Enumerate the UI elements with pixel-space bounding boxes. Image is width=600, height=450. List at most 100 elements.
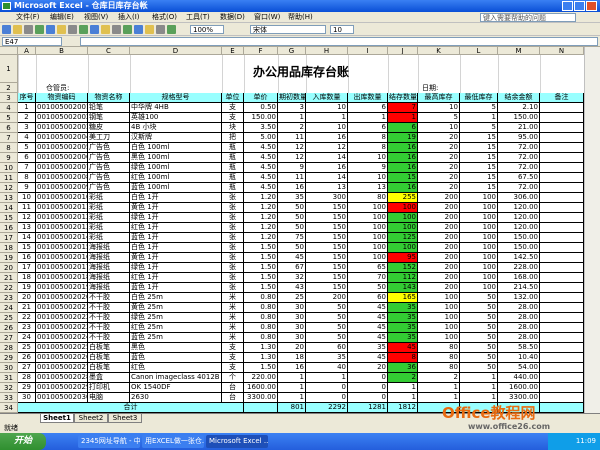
table-cell[interactable]: [540, 223, 584, 233]
table-cell[interactable]: 001005002002: [36, 113, 88, 123]
table-cell[interactable]: 1.50: [244, 253, 278, 263]
table-cell[interactable]: 黑色 100ml: [130, 153, 222, 163]
table-cell[interactable]: 9: [278, 163, 306, 173]
menu-item[interactable]: 格式(O): [152, 13, 177, 21]
table-cell[interactable]: 0.50: [244, 103, 278, 113]
table-cell[interactable]: [540, 103, 584, 113]
table-cell[interactable]: 001005002029: [36, 383, 88, 393]
table-cell[interactable]: [540, 343, 584, 353]
table-cell[interactable]: 120.00: [498, 213, 540, 223]
table-cell[interactable]: 12: [18, 213, 36, 223]
help-box[interactable]: 键入需要帮助的问题: [480, 13, 576, 22]
table-cell[interactable]: 120.00: [498, 203, 540, 213]
table-cell[interactable]: 001005002015: [36, 243, 88, 253]
table-cell[interactable]: [540, 233, 584, 243]
table-cell[interactable]: 24: [18, 333, 36, 343]
table-cell[interactable]: 80: [418, 353, 460, 363]
table-cell[interactable]: 绿色 100ml: [130, 163, 222, 173]
table-cell[interactable]: 白色 100ml: [130, 143, 222, 153]
table-cell[interactable]: 不干胶: [88, 323, 130, 333]
table-cell[interactable]: 瓶: [222, 153, 244, 163]
table-cell[interactable]: 英雄100: [130, 113, 222, 123]
table-cell[interactable]: 35: [388, 313, 418, 323]
table-cell[interactable]: 10: [418, 123, 460, 133]
table-cell[interactable]: 54.00: [498, 363, 540, 373]
table-cell[interactable]: 001005002028: [36, 373, 88, 383]
column-header[interactable]: G: [278, 47, 306, 55]
total-stock[interactable]: 1812: [388, 403, 418, 413]
table-cell[interactable]: 海报纸: [88, 253, 130, 263]
table-cell[interactable]: 广告色: [88, 183, 130, 193]
table-cell[interactable]: 红色 25m: [130, 323, 222, 333]
table-cell[interactable]: 绿色 1开: [130, 213, 222, 223]
font-box[interactable]: 宋体: [250, 25, 326, 34]
column-header[interactable]: I: [348, 47, 388, 55]
header-cell[interactable]: 出库数量: [348, 93, 388, 103]
table-cell[interactable]: 15: [460, 153, 498, 163]
table-cell[interactable]: 001005002016: [36, 253, 88, 263]
table-cell[interactable]: 100: [460, 273, 498, 283]
table-cell[interactable]: 28.00: [498, 333, 540, 343]
table-cell[interactable]: 100: [460, 263, 498, 273]
table-cell[interactable]: 50: [278, 213, 306, 223]
row-header[interactable]: 5: [0, 113, 18, 123]
table-cell[interactable]: 001005002007: [36, 163, 88, 173]
header-cell[interactable]: 结存数量: [388, 93, 418, 103]
table-cell[interactable]: 4.50: [244, 143, 278, 153]
table-cell[interactable]: 1: [460, 393, 498, 403]
table-cell[interactable]: 米: [222, 293, 244, 303]
table-cell[interactable]: 16: [278, 183, 306, 193]
table-cell[interactable]: 1: [418, 383, 460, 393]
table-cell[interactable]: 钢笔: [88, 113, 130, 123]
table-cell[interactable]: 001005002013: [36, 223, 88, 233]
toolbar-button[interactable]: [13, 25, 22, 34]
table-cell[interactable]: 张: [222, 263, 244, 273]
table-cell[interactable]: 001005002004: [36, 133, 88, 143]
table-cell[interactable]: [460, 403, 498, 413]
table-cell[interactable]: 红色 100ml: [130, 173, 222, 183]
table-cell[interactable]: 20: [18, 293, 36, 303]
table-cell[interactable]: [540, 213, 584, 223]
table-cell[interactable]: 广告色: [88, 163, 130, 173]
table-cell[interactable]: 1: [18, 103, 36, 113]
table-cell[interactable]: [540, 303, 584, 313]
table-cell[interactable]: 50: [306, 323, 348, 333]
table-cell[interactable]: 2630: [130, 393, 222, 403]
table-cell[interactable]: 80: [348, 193, 388, 203]
table-cell[interactable]: 0.80: [244, 313, 278, 323]
table-cell[interactable]: 80: [418, 343, 460, 353]
table-cell[interactable]: 1: [278, 113, 306, 123]
table-cell[interactable]: 2: [418, 373, 460, 383]
table-cell[interactable]: 100: [388, 203, 418, 213]
row-header[interactable]: 21: [0, 273, 18, 283]
toolbar-button[interactable]: [90, 25, 99, 34]
table-cell[interactable]: 65: [348, 263, 388, 273]
table-cell[interactable]: 电脑: [88, 393, 130, 403]
table-cell[interactable]: 100: [348, 253, 388, 263]
row-header[interactable]: 29: [0, 353, 18, 363]
table-cell[interactable]: 200: [418, 253, 460, 263]
header-cell[interactable]: 最低库存: [460, 93, 498, 103]
row-header[interactable]: 32: [0, 383, 18, 393]
table-cell[interactable]: [540, 403, 584, 413]
table-cell[interactable]: 50: [460, 303, 498, 313]
table-cell[interactable]: 100: [348, 243, 388, 253]
table-cell[interactable]: 9: [348, 163, 388, 173]
toolbar-button[interactable]: [57, 25, 66, 34]
table-cell[interactable]: 100: [460, 253, 498, 263]
table-cell[interactable]: 30: [278, 333, 306, 343]
table-cell[interactable]: 16: [388, 163, 418, 173]
table-cell[interactable]: [540, 163, 584, 173]
table-cell[interactable]: 100: [460, 213, 498, 223]
menu-item[interactable]: 文件(F): [16, 13, 40, 21]
toolbar-button[interactable]: [134, 25, 143, 34]
sheet-tab[interactable]: Sheet3: [108, 414, 142, 423]
minimize-button[interactable]: [562, 1, 573, 11]
table-cell[interactable]: 1.30: [244, 343, 278, 353]
table-cell[interactable]: 200: [418, 273, 460, 283]
toolbar-button[interactable]: [68, 25, 77, 34]
table-cell[interactable]: 0: [348, 373, 388, 383]
table-cell[interactable]: 001005002027: [36, 363, 88, 373]
table-cell[interactable]: 001005002026: [36, 353, 88, 363]
close-button[interactable]: [586, 1, 597, 11]
